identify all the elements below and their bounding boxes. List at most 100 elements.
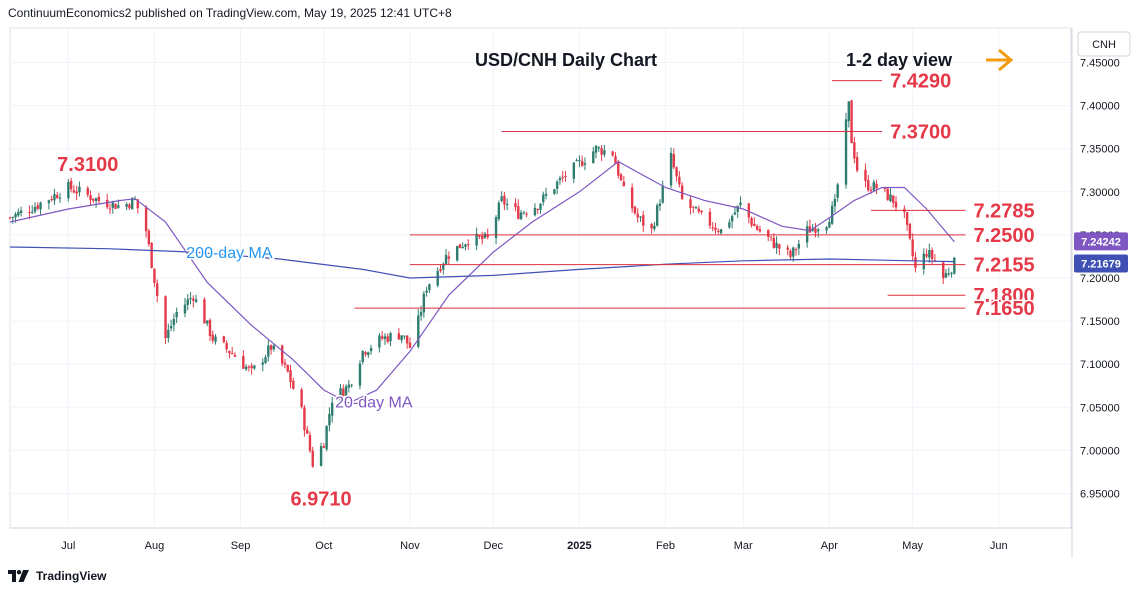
candle-body bbox=[680, 185, 684, 199]
candle-body bbox=[564, 176, 567, 178]
candle-body bbox=[622, 181, 626, 187]
candle-body bbox=[322, 446, 326, 448]
x-tick-label: Nov bbox=[400, 540, 420, 552]
candle-body bbox=[894, 201, 898, 208]
candle-body bbox=[194, 299, 198, 302]
candle-body bbox=[658, 203, 662, 206]
candle-body bbox=[183, 304, 187, 314]
candle-body bbox=[67, 181, 70, 199]
candle-body bbox=[875, 183, 878, 189]
candle-body bbox=[517, 206, 520, 219]
price-badge-label: 7.21679 bbox=[1081, 259, 1121, 271]
candle-body bbox=[908, 223, 912, 239]
candle-body bbox=[230, 353, 234, 355]
level-label: 7.1650 bbox=[973, 298, 1034, 320]
candle-body bbox=[717, 230, 720, 232]
candle-body bbox=[447, 256, 451, 259]
candle-body bbox=[289, 370, 292, 383]
candle-body bbox=[630, 187, 634, 209]
candle-body bbox=[286, 364, 289, 372]
level-label: 7.2785 bbox=[973, 200, 1034, 222]
candle-body bbox=[267, 345, 270, 357]
candle-body bbox=[242, 355, 245, 369]
candle-body bbox=[892, 195, 895, 203]
right-arrow-icon bbox=[986, 48, 1014, 72]
candle-body bbox=[844, 119, 848, 185]
candle-body bbox=[669, 153, 673, 186]
candle-body bbox=[14, 213, 17, 218]
candle-body bbox=[253, 365, 256, 369]
candle-body bbox=[750, 217, 753, 226]
x-tick-label: Apr bbox=[821, 540, 838, 552]
x-tick-label: 2025 bbox=[567, 540, 591, 552]
x-tick-label: May bbox=[902, 540, 923, 552]
candle-body bbox=[300, 389, 303, 407]
candle-body bbox=[767, 229, 770, 237]
candle-body bbox=[519, 212, 523, 220]
y-tick-label: 7.20000 bbox=[1080, 273, 1120, 285]
candle-body bbox=[292, 380, 295, 389]
candle-body bbox=[47, 200, 51, 204]
candle-body bbox=[947, 273, 950, 275]
candle-body bbox=[617, 162, 620, 176]
candle-body bbox=[653, 225, 656, 229]
extreme-label: 6.9710 bbox=[290, 488, 351, 510]
candle-body bbox=[889, 194, 892, 202]
candle-body bbox=[11, 217, 14, 219]
candle-body bbox=[694, 207, 698, 209]
candle-body bbox=[403, 335, 406, 337]
candle-body bbox=[561, 177, 564, 179]
candle-body bbox=[730, 216, 734, 222]
candle-body bbox=[111, 202, 114, 208]
candle-body bbox=[89, 195, 92, 201]
price-badge-label: 7.24242 bbox=[1081, 236, 1121, 248]
candle-body bbox=[33, 206, 37, 212]
candle-body bbox=[769, 236, 773, 238]
x-tick-label: Feb bbox=[656, 540, 675, 552]
footer-brand[interactable]: TradingView bbox=[36, 569, 107, 583]
level-label: 7.3700 bbox=[890, 121, 951, 143]
level-label: 7.2155 bbox=[973, 255, 1034, 277]
candle-body bbox=[147, 230, 151, 245]
candle-body bbox=[689, 199, 692, 208]
candle-body bbox=[719, 229, 723, 234]
candle-body bbox=[736, 205, 739, 212]
candle-body bbox=[905, 212, 909, 225]
candle-body bbox=[189, 298, 192, 300]
candle-body bbox=[711, 227, 714, 229]
candle-body bbox=[222, 336, 226, 343]
candle-body bbox=[633, 206, 637, 214]
candle-body bbox=[97, 196, 101, 201]
candle-body bbox=[208, 319, 212, 337]
candle-body bbox=[883, 187, 887, 190]
candle-body bbox=[886, 188, 889, 201]
candle-body bbox=[106, 199, 109, 208]
candle-body bbox=[500, 196, 503, 202]
candle-body bbox=[944, 273, 948, 278]
candle-body bbox=[367, 352, 370, 356]
candle-body bbox=[444, 254, 448, 265]
candle-body bbox=[544, 193, 548, 196]
candle-body bbox=[400, 335, 403, 341]
candle-body bbox=[853, 142, 856, 159]
candle-body bbox=[439, 269, 442, 272]
y-tick-label: 7.30000 bbox=[1080, 187, 1120, 199]
level-label: 7.4290 bbox=[890, 71, 951, 93]
candle-body bbox=[369, 347, 373, 352]
grid bbox=[9, 27, 1073, 558]
candle-body bbox=[786, 247, 789, 250]
candle-body bbox=[864, 169, 867, 181]
candle-body bbox=[594, 145, 598, 153]
y-tick-label: 7.45000 bbox=[1080, 57, 1120, 69]
candle-body bbox=[753, 223, 756, 227]
candle-body bbox=[661, 185, 664, 203]
candle-body bbox=[611, 151, 614, 156]
level-label: 7.2500 bbox=[973, 225, 1034, 247]
candle-body bbox=[522, 212, 526, 214]
candle-body bbox=[117, 205, 120, 208]
candle-body bbox=[850, 100, 853, 144]
candle-body bbox=[405, 335, 409, 344]
price-badge bbox=[1074, 232, 1128, 251]
candle-body bbox=[778, 244, 781, 249]
